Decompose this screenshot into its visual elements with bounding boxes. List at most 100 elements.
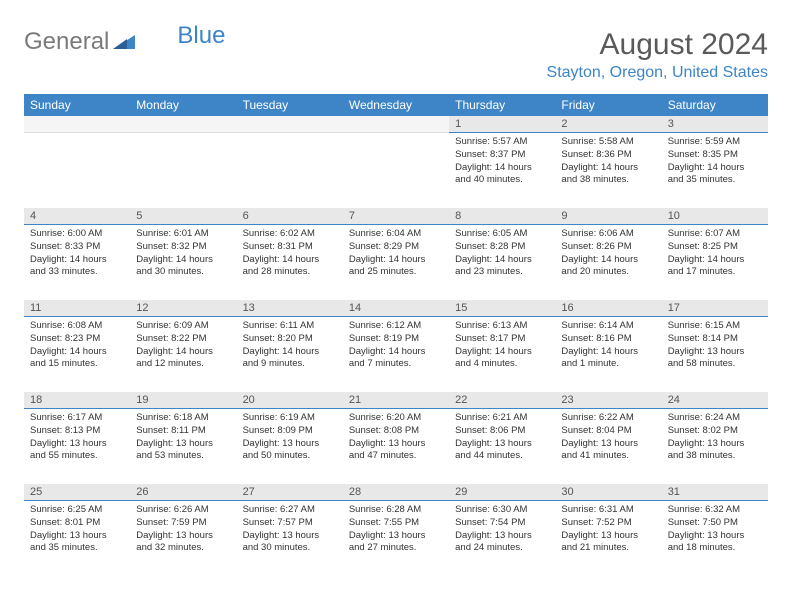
day-detail: Sunrise: 6:19 AMSunset: 8:09 PMDaylight:… xyxy=(237,409,343,467)
daylight-text: Daylight: 14 hours and 12 minutes. xyxy=(136,346,230,372)
day-number: 9 xyxy=(555,208,661,225)
daylight-text: Daylight: 13 hours and 24 minutes. xyxy=(455,530,549,556)
day-detail: Sunrise: 6:14 AMSunset: 8:16 PMDaylight:… xyxy=(555,317,661,375)
sunrise-text: Sunrise: 6:26 AM xyxy=(136,504,230,517)
sunrise-text: Sunrise: 6:28 AM xyxy=(349,504,443,517)
day-number: 4 xyxy=(24,208,130,225)
day-number: 28 xyxy=(343,484,449,501)
sunrise-text: Sunrise: 6:20 AM xyxy=(349,412,443,425)
day-number: 15 xyxy=(449,300,555,317)
sunset-text: Sunset: 7:55 PM xyxy=(349,517,443,530)
daylight-text: Daylight: 13 hours and 21 minutes. xyxy=(561,530,655,556)
weekday-header: Tuesday xyxy=(237,94,343,116)
day-number-empty xyxy=(343,116,449,133)
calendar-day-cell: 2Sunrise: 5:58 AMSunset: 8:36 PMDaylight… xyxy=(555,116,661,208)
day-detail: Sunrise: 6:28 AMSunset: 7:55 PMDaylight:… xyxy=(343,501,449,559)
calendar-day-cell: 15Sunrise: 6:13 AMSunset: 8:17 PMDayligh… xyxy=(449,300,555,392)
day-detail: Sunrise: 6:09 AMSunset: 8:22 PMDaylight:… xyxy=(130,317,236,375)
day-detail: Sunrise: 5:57 AMSunset: 8:37 PMDaylight:… xyxy=(449,133,555,191)
day-number: 23 xyxy=(555,392,661,409)
day-detail: Sunrise: 6:17 AMSunset: 8:13 PMDaylight:… xyxy=(24,409,130,467)
sunset-text: Sunset: 8:04 PM xyxy=(561,425,655,438)
sunrise-text: Sunrise: 6:27 AM xyxy=(243,504,337,517)
sunset-text: Sunset: 8:17 PM xyxy=(455,333,549,346)
day-number: 17 xyxy=(662,300,768,317)
day-detail: Sunrise: 6:24 AMSunset: 8:02 PMDaylight:… xyxy=(662,409,768,467)
calendar-day-cell: 17Sunrise: 6:15 AMSunset: 8:14 PMDayligh… xyxy=(662,300,768,392)
calendar-day-cell: 7Sunrise: 6:04 AMSunset: 8:29 PMDaylight… xyxy=(343,208,449,300)
calendar-table: Sunday Monday Tuesday Wednesday Thursday… xyxy=(24,94,768,576)
sunrise-text: Sunrise: 6:19 AM xyxy=(243,412,337,425)
calendar-day-cell: 22Sunrise: 6:21 AMSunset: 8:06 PMDayligh… xyxy=(449,392,555,484)
sunset-text: Sunset: 8:01 PM xyxy=(30,517,124,530)
daylight-text: Daylight: 13 hours and 55 minutes. xyxy=(30,438,124,464)
sunrise-text: Sunrise: 6:13 AM xyxy=(455,320,549,333)
calendar-day-cell: 3Sunrise: 5:59 AMSunset: 8:35 PMDaylight… xyxy=(662,116,768,208)
calendar-day-cell: 5Sunrise: 6:01 AMSunset: 8:32 PMDaylight… xyxy=(130,208,236,300)
calendar-day-cell: 24Sunrise: 6:24 AMSunset: 8:02 PMDayligh… xyxy=(662,392,768,484)
day-number: 18 xyxy=(24,392,130,409)
sunrise-text: Sunrise: 6:18 AM xyxy=(136,412,230,425)
day-number-empty xyxy=(24,116,130,133)
calendar-day-cell: 13Sunrise: 6:11 AMSunset: 8:20 PMDayligh… xyxy=(237,300,343,392)
sunset-text: Sunset: 7:52 PM xyxy=(561,517,655,530)
sunset-text: Sunset: 8:35 PM xyxy=(668,149,762,162)
sunrise-text: Sunrise: 6:22 AM xyxy=(561,412,655,425)
sunset-text: Sunset: 8:20 PM xyxy=(243,333,337,346)
daylight-text: Daylight: 14 hours and 20 minutes. xyxy=(561,254,655,280)
calendar-day-cell: 27Sunrise: 6:27 AMSunset: 7:57 PMDayligh… xyxy=(237,484,343,576)
day-number: 10 xyxy=(662,208,768,225)
calendar-day-cell: 31Sunrise: 6:32 AMSunset: 7:50 PMDayligh… xyxy=(662,484,768,576)
weekday-header: Wednesday xyxy=(343,94,449,116)
calendar-day-cell: 28Sunrise: 6:28 AMSunset: 7:55 PMDayligh… xyxy=(343,484,449,576)
calendar-day-cell: 23Sunrise: 6:22 AMSunset: 8:04 PMDayligh… xyxy=(555,392,661,484)
day-detail: Sunrise: 6:02 AMSunset: 8:31 PMDaylight:… xyxy=(237,225,343,283)
sunrise-text: Sunrise: 6:05 AM xyxy=(455,228,549,241)
daylight-text: Daylight: 13 hours and 27 minutes. xyxy=(349,530,443,556)
day-detail: Sunrise: 6:26 AMSunset: 7:59 PMDaylight:… xyxy=(130,501,236,559)
daylight-text: Daylight: 13 hours and 47 minutes. xyxy=(349,438,443,464)
day-number: 19 xyxy=(130,392,236,409)
day-number: 16 xyxy=(555,300,661,317)
day-number: 3 xyxy=(662,116,768,133)
day-detail: Sunrise: 6:32 AMSunset: 7:50 PMDaylight:… xyxy=(662,501,768,559)
sunset-text: Sunset: 8:36 PM xyxy=(561,149,655,162)
calendar-week-row: 18Sunrise: 6:17 AMSunset: 8:13 PMDayligh… xyxy=(24,392,768,484)
calendar-day-cell: 9Sunrise: 6:06 AMSunset: 8:26 PMDaylight… xyxy=(555,208,661,300)
sunrise-text: Sunrise: 6:11 AM xyxy=(243,320,337,333)
day-detail: Sunrise: 6:27 AMSunset: 7:57 PMDaylight:… xyxy=(237,501,343,559)
calendar-day-cell: 18Sunrise: 6:17 AMSunset: 8:13 PMDayligh… xyxy=(24,392,130,484)
day-number: 5 xyxy=(130,208,236,225)
daylight-text: Daylight: 13 hours and 32 minutes. xyxy=(136,530,230,556)
day-number: 20 xyxy=(237,392,343,409)
day-number: 12 xyxy=(130,300,236,317)
day-number: 30 xyxy=(555,484,661,501)
day-detail: Sunrise: 6:15 AMSunset: 8:14 PMDaylight:… xyxy=(662,317,768,375)
sunrise-text: Sunrise: 6:09 AM xyxy=(136,320,230,333)
sunrise-text: Sunrise: 6:01 AM xyxy=(136,228,230,241)
calendar-day-cell: 20Sunrise: 6:19 AMSunset: 8:09 PMDayligh… xyxy=(237,392,343,484)
day-detail: Sunrise: 5:58 AMSunset: 8:36 PMDaylight:… xyxy=(555,133,661,191)
daylight-text: Daylight: 14 hours and 40 minutes. xyxy=(455,162,549,188)
sunrise-text: Sunrise: 6:25 AM xyxy=(30,504,124,517)
logo: General Blue xyxy=(24,28,225,56)
calendar-day-cell: 16Sunrise: 6:14 AMSunset: 8:16 PMDayligh… xyxy=(555,300,661,392)
day-detail: Sunrise: 6:11 AMSunset: 8:20 PMDaylight:… xyxy=(237,317,343,375)
sunrise-text: Sunrise: 6:00 AM xyxy=(30,228,124,241)
daylight-text: Daylight: 13 hours and 50 minutes. xyxy=(243,438,337,464)
day-detail: Sunrise: 6:25 AMSunset: 8:01 PMDaylight:… xyxy=(24,501,130,559)
day-detail: Sunrise: 6:01 AMSunset: 8:32 PMDaylight:… xyxy=(130,225,236,283)
sunset-text: Sunset: 8:02 PM xyxy=(668,425,762,438)
day-number-empty xyxy=(130,116,236,133)
weekday-header-row: Sunday Monday Tuesday Wednesday Thursday… xyxy=(24,94,768,116)
day-number: 11 xyxy=(24,300,130,317)
calendar-week-row: 4Sunrise: 6:00 AMSunset: 8:33 PMDaylight… xyxy=(24,208,768,300)
day-number: 2 xyxy=(555,116,661,133)
month-title: August 2024 xyxy=(547,28,768,62)
sunrise-text: Sunrise: 6:30 AM xyxy=(455,504,549,517)
sunrise-text: Sunrise: 6:15 AM xyxy=(668,320,762,333)
sunset-text: Sunset: 8:09 PM xyxy=(243,425,337,438)
calendar-day-cell: 19Sunrise: 6:18 AMSunset: 8:11 PMDayligh… xyxy=(130,392,236,484)
calendar-week-row: 25Sunrise: 6:25 AMSunset: 8:01 PMDayligh… xyxy=(24,484,768,576)
logo-triangle-icon xyxy=(113,28,135,56)
